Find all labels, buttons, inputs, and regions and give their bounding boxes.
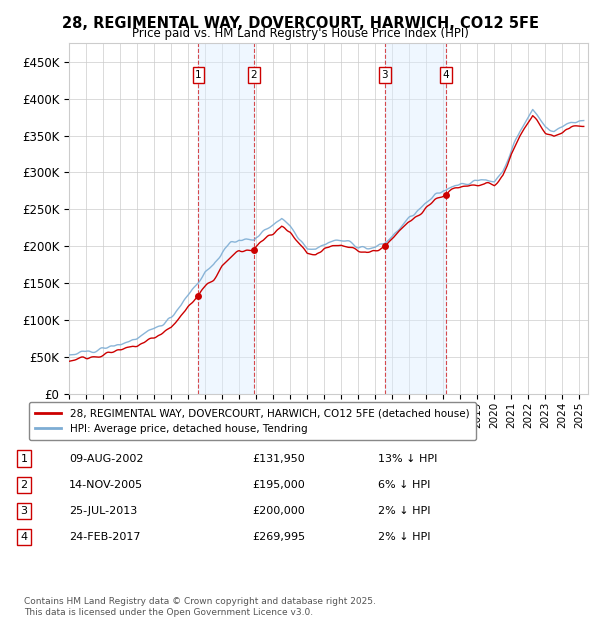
Text: 2% ↓ HPI: 2% ↓ HPI [378,506,431,516]
Text: Contains HM Land Registry data © Crown copyright and database right 2025.
This d: Contains HM Land Registry data © Crown c… [24,598,376,617]
Legend: 28, REGIMENTAL WAY, DOVERCOURT, HARWICH, CO12 5FE (detached house), HPI: Average: 28, REGIMENTAL WAY, DOVERCOURT, HARWICH,… [29,402,476,440]
Text: 6% ↓ HPI: 6% ↓ HPI [378,480,430,490]
Bar [199,43,254,394]
Text: 1: 1 [195,70,202,80]
Text: 4: 4 [443,70,449,80]
Text: 2% ↓ HPI: 2% ↓ HPI [378,532,431,542]
Text: 4: 4 [20,532,28,542]
Text: £200,000: £200,000 [252,506,305,516]
Text: 2: 2 [20,480,28,490]
Text: £131,950: £131,950 [252,454,305,464]
Text: 28, REGIMENTAL WAY, DOVERCOURT, HARWICH, CO12 5FE: 28, REGIMENTAL WAY, DOVERCOURT, HARWICH,… [62,16,539,30]
Text: 1: 1 [20,454,28,464]
Text: 3: 3 [20,506,28,516]
Text: 09-AUG-2002: 09-AUG-2002 [69,454,143,464]
Text: Price paid vs. HM Land Registry's House Price Index (HPI): Price paid vs. HM Land Registry's House … [131,27,469,40]
Text: £269,995: £269,995 [252,532,305,542]
Text: 25-JUL-2013: 25-JUL-2013 [69,506,137,516]
Text: 2: 2 [251,70,257,80]
Text: £195,000: £195,000 [252,480,305,490]
Text: 24-FEB-2017: 24-FEB-2017 [69,532,140,542]
Text: 13% ↓ HPI: 13% ↓ HPI [378,454,437,464]
Bar [385,43,446,394]
Text: 3: 3 [382,70,388,80]
Text: 14-NOV-2005: 14-NOV-2005 [69,480,143,490]
